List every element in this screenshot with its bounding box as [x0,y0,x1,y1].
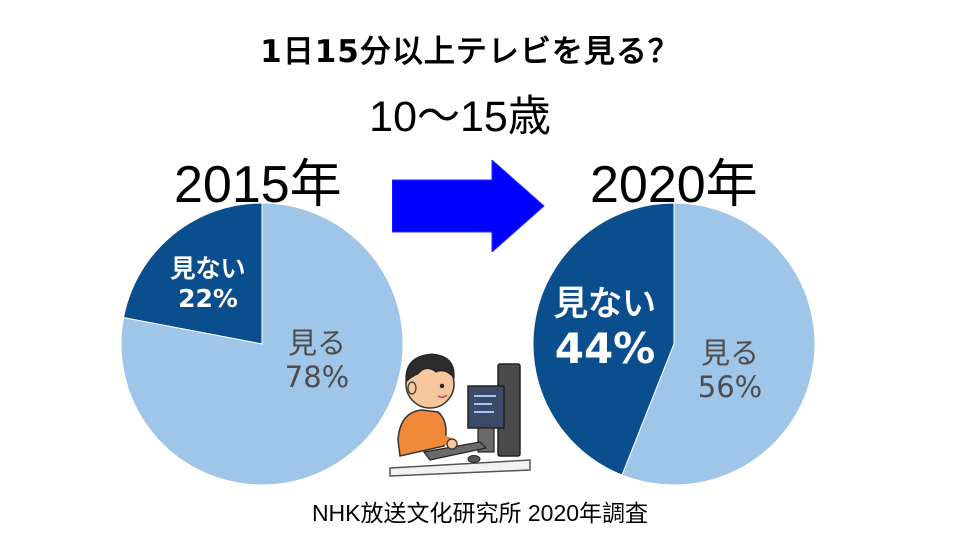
pie-slice-watch-2015 [120,202,404,486]
slice-label-watch-2015: 見る 78% [262,326,372,394]
slice-label-not-watch-2020: 見ない 44% [540,284,670,374]
right-arrow-shape [392,160,545,252]
slice-label-watch-2020: 見る 56% [680,336,780,404]
slice-value: 56% [697,370,763,405]
pie-chart-2020 [532,202,816,486]
source-note: NHK放送文化研究所 2020年調査 [311,500,649,526]
slice-label-not-watch-2015: 見ない 22% [158,254,258,313]
chart-title: 1日15分以上テレビを見る？ [260,34,680,70]
slice-name: 見る [700,336,759,370]
chart-subtitle: 10〜15歳 [369,93,551,141]
slice-value: 44% [554,324,656,374]
slice-value: 22% [178,283,238,313]
pie-slice-not-watch-2020 [532,202,675,476]
pie-slice-not-watch-2015 [122,202,263,345]
pie-chart-2015 [120,202,404,486]
boy-at-computer-icon [389,353,531,477]
slice-name: 見ない [170,254,246,283]
slice-name: 見ない [554,284,656,324]
slice-name: 見る [287,326,346,360]
slice-value: 78% [284,360,350,395]
right-arrow-icon [392,160,545,252]
pie-slice-watch-2020 [621,202,816,486]
